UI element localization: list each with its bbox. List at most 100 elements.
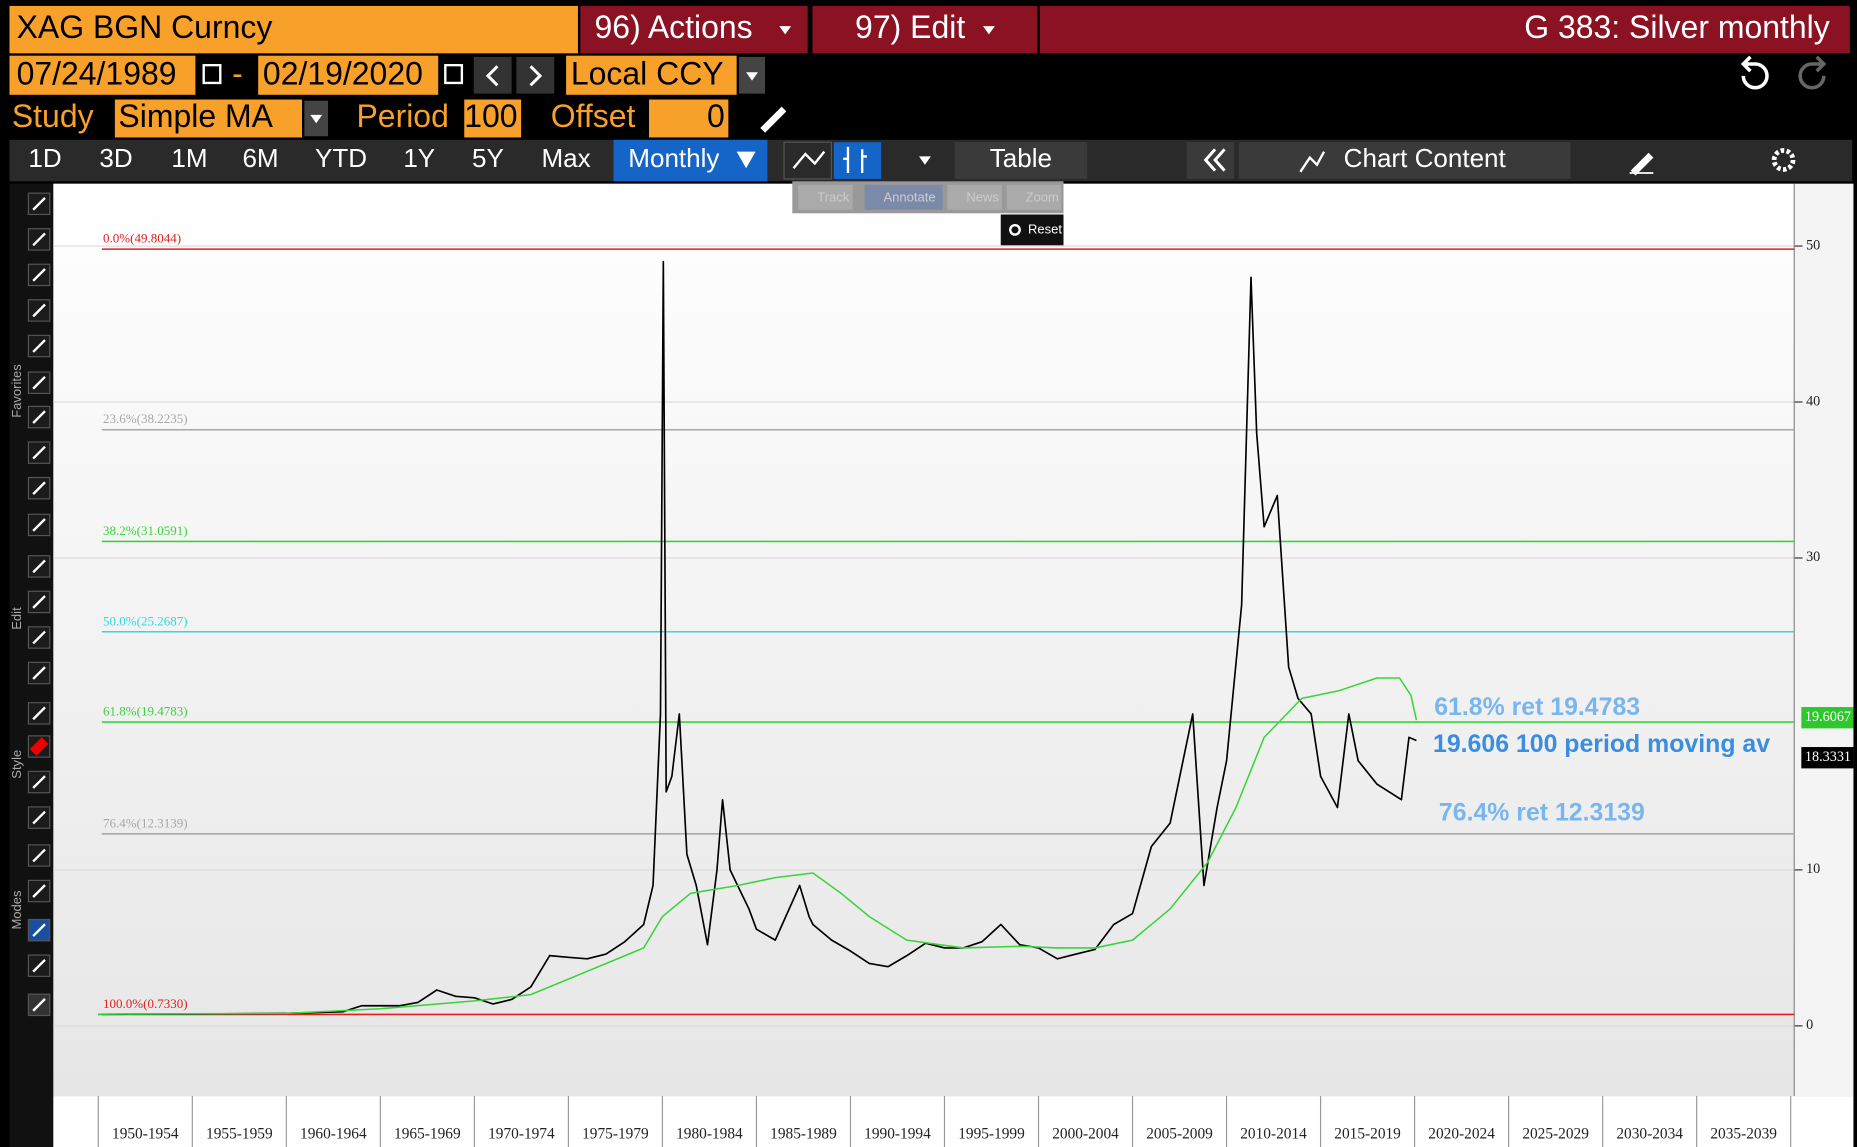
menu-item[interactable]	[1006, 184, 1062, 210]
y-tick-label: 10	[1806, 861, 1820, 877]
active-tab: Monthly	[628, 143, 719, 173]
start-date-box[interactable]	[9, 55, 196, 95]
pen-icon[interactable]	[760, 106, 787, 133]
period-tab[interactable]: 6M	[242, 143, 278, 173]
fib-label: 100.0%(0.7330)	[103, 996, 188, 1011]
edit-icon[interactable]	[1629, 152, 1654, 176]
menu-label: News	[966, 189, 999, 204]
study-label: Study	[12, 98, 94, 134]
period-box[interactable]	[464, 99, 522, 138]
period-tab[interactable]: Max	[541, 143, 590, 173]
actions-button[interactable]	[580, 5, 808, 54]
value-tag	[1801, 707, 1854, 729]
next-icon	[529, 65, 543, 87]
chart-content-button[interactable]	[1238, 142, 1571, 179]
side-section: Style	[9, 750, 24, 779]
period-tab[interactable]: 5Y	[472, 143, 504, 173]
fib-label: 23.6%(38.2235)	[103, 411, 188, 426]
side-tool-icon	[32, 958, 46, 973]
study: Simple MA	[118, 98, 273, 134]
side-tool-icon	[32, 339, 46, 353]
edit-button[interactable]	[812, 5, 1038, 54]
plot-area	[53, 183, 1795, 1097]
dropdown-arrow	[746, 72, 758, 81]
y-axis-strip	[1794, 183, 1854, 1097]
offset-box[interactable]	[649, 99, 729, 138]
next-button[interactable]	[516, 56, 555, 94]
side-section: Favorites	[9, 364, 24, 418]
prev-icon	[485, 65, 499, 87]
period-label: Period	[356, 98, 448, 134]
security-box[interactable]	[9, 5, 578, 54]
offset-label: Offset	[551, 98, 636, 134]
currency-box[interactable]	[566, 55, 737, 95]
side-section: Modes	[9, 890, 24, 930]
value-tag-label: 19.6067	[1805, 709, 1851, 725]
side-tool-icon	[32, 303, 46, 318]
fib-label: 50.0%(25.2687)	[103, 613, 188, 628]
period-tab[interactable]: 1Y	[403, 143, 435, 173]
moving-average-line	[98, 677, 1418, 1015]
currency: Local CCY	[571, 55, 724, 91]
side-tool-icon	[29, 737, 49, 756]
fib-label: 76.4%(12.3139)	[103, 815, 188, 830]
period-tab[interactable]: YTD	[315, 143, 367, 173]
x-tick-label: 1955-1959	[206, 1126, 273, 1143]
fib-label: 0.0%(49.8044)	[103, 231, 181, 246]
side-tool-icon	[32, 998, 46, 1012]
dropdown-arrow	[982, 26, 995, 35]
calendar-icon[interactable]	[444, 63, 464, 85]
menu-label: Zoom	[1026, 189, 1059, 204]
collapse-icon	[1203, 148, 1226, 172]
table: Table	[990, 143, 1052, 173]
side-section: Edit	[9, 607, 24, 630]
table-button[interactable]	[954, 142, 1088, 179]
undo-icon[interactable]	[1740, 55, 1769, 90]
bar-type-button[interactable]	[833, 142, 882, 179]
period-tab[interactable]: 1D	[28, 143, 61, 173]
x-tick-label: 1970-1974	[488, 1126, 555, 1143]
menu-item[interactable]	[947, 184, 1002, 210]
x-tick-label: 1965-1969	[394, 1126, 461, 1143]
x-tick-label: 2005-2009	[1146, 1126, 1213, 1143]
x-tick-label: 1950-1954	[112, 1126, 179, 1143]
annotation: 76.4% ret 12.3139	[1439, 799, 1645, 827]
start-date: 07/24/1989	[17, 55, 177, 91]
value-tag-label: 18.3331	[1805, 749, 1851, 765]
menu-item[interactable]	[798, 184, 853, 210]
actions: 96) Actions	[595, 9, 753, 45]
side-tool-icon	[32, 268, 46, 282]
collapse-button[interactable]	[1186, 142, 1235, 179]
period-tab[interactable]: 3D	[99, 143, 132, 173]
title-bar	[1039, 5, 1850, 54]
menu-item[interactable]	[864, 184, 943, 210]
x-tick-label: 1990-1994	[864, 1126, 931, 1143]
chart-content: Chart Content	[1344, 143, 1507, 173]
end-date-box[interactable]	[258, 55, 439, 95]
x-tick-label: 1980-1984	[676, 1126, 743, 1143]
redo-icon[interactable]	[1798, 55, 1827, 90]
value-tag	[1801, 747, 1854, 769]
line-icon	[792, 150, 826, 170]
menu-label: Track	[817, 189, 850, 204]
x-tick-label: 1975-1979	[582, 1126, 649, 1143]
security: XAG BGN Curncy	[17, 9, 273, 45]
dropdown-arrow	[736, 151, 756, 169]
period-tab[interactable]: 1M	[171, 143, 207, 173]
x-tick-label: 2030-2034	[1616, 1126, 1683, 1143]
prev-button[interactable]	[473, 56, 512, 94]
price-line	[98, 260, 1417, 1016]
y-tick-label: 40	[1806, 393, 1820, 409]
calendar-icon[interactable]	[202, 63, 222, 85]
side-tool-icon	[32, 445, 46, 460]
x-tick-label: 2020-2024	[1428, 1126, 1495, 1143]
study-box[interactable]	[114, 99, 302, 138]
x-tick-label: 1960-1964	[300, 1126, 367, 1143]
line-type-button[interactable]	[783, 141, 832, 180]
end-date: 02/19/2020	[263, 55, 423, 91]
side-tool-icon	[32, 197, 46, 211]
settings-icon[interactable]	[1771, 148, 1796, 172]
side-tool-icon	[32, 232, 46, 247]
side-tool-icon	[32, 775, 46, 789]
